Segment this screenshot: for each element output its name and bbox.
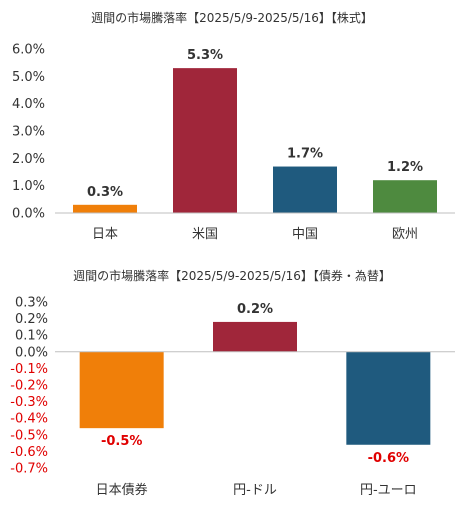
y-tick-label: 5.0% <box>12 70 45 85</box>
y-tick-label: 6.0% <box>12 43 45 58</box>
x-category-label: 米国 <box>192 227 218 242</box>
bar <box>273 166 337 213</box>
chart2-title: 週間の市場騰落率【2025/5/9-2025/5/16】【債券・為替】 <box>73 268 391 283</box>
y-tick-label: -0.6% <box>10 445 48 460</box>
bar <box>79 351 164 429</box>
y-tick-label: -0.7% <box>10 462 48 477</box>
y-tick-label: 0.0% <box>15 345 48 360</box>
data-label: 5.3% <box>187 48 223 63</box>
y-tick-label: 0.3% <box>15 296 48 311</box>
y-tick-label: -0.5% <box>10 428 48 443</box>
y-tick-label: 2.0% <box>12 152 45 167</box>
y-tick-label: -0.3% <box>10 395 48 410</box>
x-category-label: 日本債券 <box>96 482 148 498</box>
data-label: 1.7% <box>287 147 323 162</box>
bar <box>173 68 237 213</box>
y-tick-label: 0.1% <box>15 329 48 344</box>
x-category-label: 円-ドル <box>233 483 277 498</box>
data-label: 0.3% <box>87 185 123 200</box>
bar <box>373 180 437 213</box>
y-tick-label: 3.0% <box>12 125 45 140</box>
bond-fx-returns-chart: 週間の市場騰落率【2025/5/9-2025/5/16】【債券・為替】 0.3%… <box>10 268 455 498</box>
data-label: 0.2% <box>237 302 273 317</box>
data-label: -0.6% <box>368 451 409 466</box>
data-label: 1.2% <box>387 160 423 175</box>
bar <box>73 204 137 213</box>
x-category-label: 円-ユーロ <box>360 483 417 498</box>
y-tick-label: 1.0% <box>12 179 45 194</box>
y-tick-label: -0.2% <box>10 379 48 394</box>
x-category-label: 中国 <box>292 227 318 242</box>
data-label: -0.5% <box>101 434 142 449</box>
y-tick-label: 4.0% <box>12 97 45 112</box>
bar <box>213 321 297 352</box>
y-tick-label: 0.2% <box>15 312 48 327</box>
bar <box>346 351 431 445</box>
x-category-label: 日本 <box>92 227 118 242</box>
x-category-label: 欧州 <box>392 227 418 242</box>
chart1-title: 週間の市場騰落率【2025/5/9-2025/5/16】【株式】 <box>91 10 373 25</box>
stock-returns-chart: 週間の市場騰落率【2025/5/9-2025/5/16】【株式】 0.0% 1.0… <box>12 10 455 242</box>
y-tick-label: -0.1% <box>10 362 48 377</box>
y-tick-label: 0.0% <box>12 207 45 222</box>
y-tick-label: -0.4% <box>10 412 48 427</box>
